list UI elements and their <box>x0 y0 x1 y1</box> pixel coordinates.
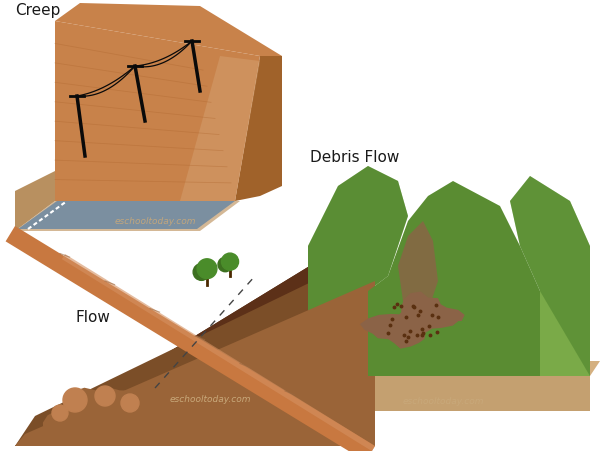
Polygon shape <box>15 281 375 446</box>
Polygon shape <box>55 4 282 57</box>
Polygon shape <box>308 361 600 376</box>
Polygon shape <box>308 166 408 376</box>
Polygon shape <box>510 177 590 376</box>
Circle shape <box>52 405 68 421</box>
Polygon shape <box>308 166 408 376</box>
Circle shape <box>121 394 139 412</box>
Text: eschooltoday.com: eschooltoday.com <box>403 396 485 405</box>
Polygon shape <box>510 177 590 376</box>
Polygon shape <box>62 254 375 451</box>
Polygon shape <box>15 172 55 231</box>
Polygon shape <box>235 57 282 202</box>
Polygon shape <box>15 226 375 446</box>
Polygon shape <box>308 291 590 376</box>
Polygon shape <box>15 202 240 231</box>
Polygon shape <box>15 226 375 446</box>
Circle shape <box>197 259 217 279</box>
Circle shape <box>193 264 210 281</box>
Polygon shape <box>368 182 540 376</box>
Circle shape <box>95 386 115 406</box>
Polygon shape <box>398 221 438 311</box>
Polygon shape <box>55 22 260 202</box>
Polygon shape <box>180 57 260 202</box>
Text: eschooltoday.com: eschooltoday.com <box>115 216 197 226</box>
Text: eschooltoday.com: eschooltoday.com <box>170 394 251 403</box>
Polygon shape <box>15 252 375 446</box>
Circle shape <box>63 388 87 412</box>
Polygon shape <box>5 226 375 451</box>
Text: Flow: Flow <box>75 309 110 324</box>
Circle shape <box>218 258 232 272</box>
Polygon shape <box>18 202 235 230</box>
Text: Debris Flow: Debris Flow <box>310 150 400 165</box>
Circle shape <box>221 253 239 271</box>
Polygon shape <box>43 387 171 433</box>
Polygon shape <box>360 292 464 349</box>
Polygon shape <box>308 376 590 411</box>
Text: Creep: Creep <box>15 3 61 18</box>
